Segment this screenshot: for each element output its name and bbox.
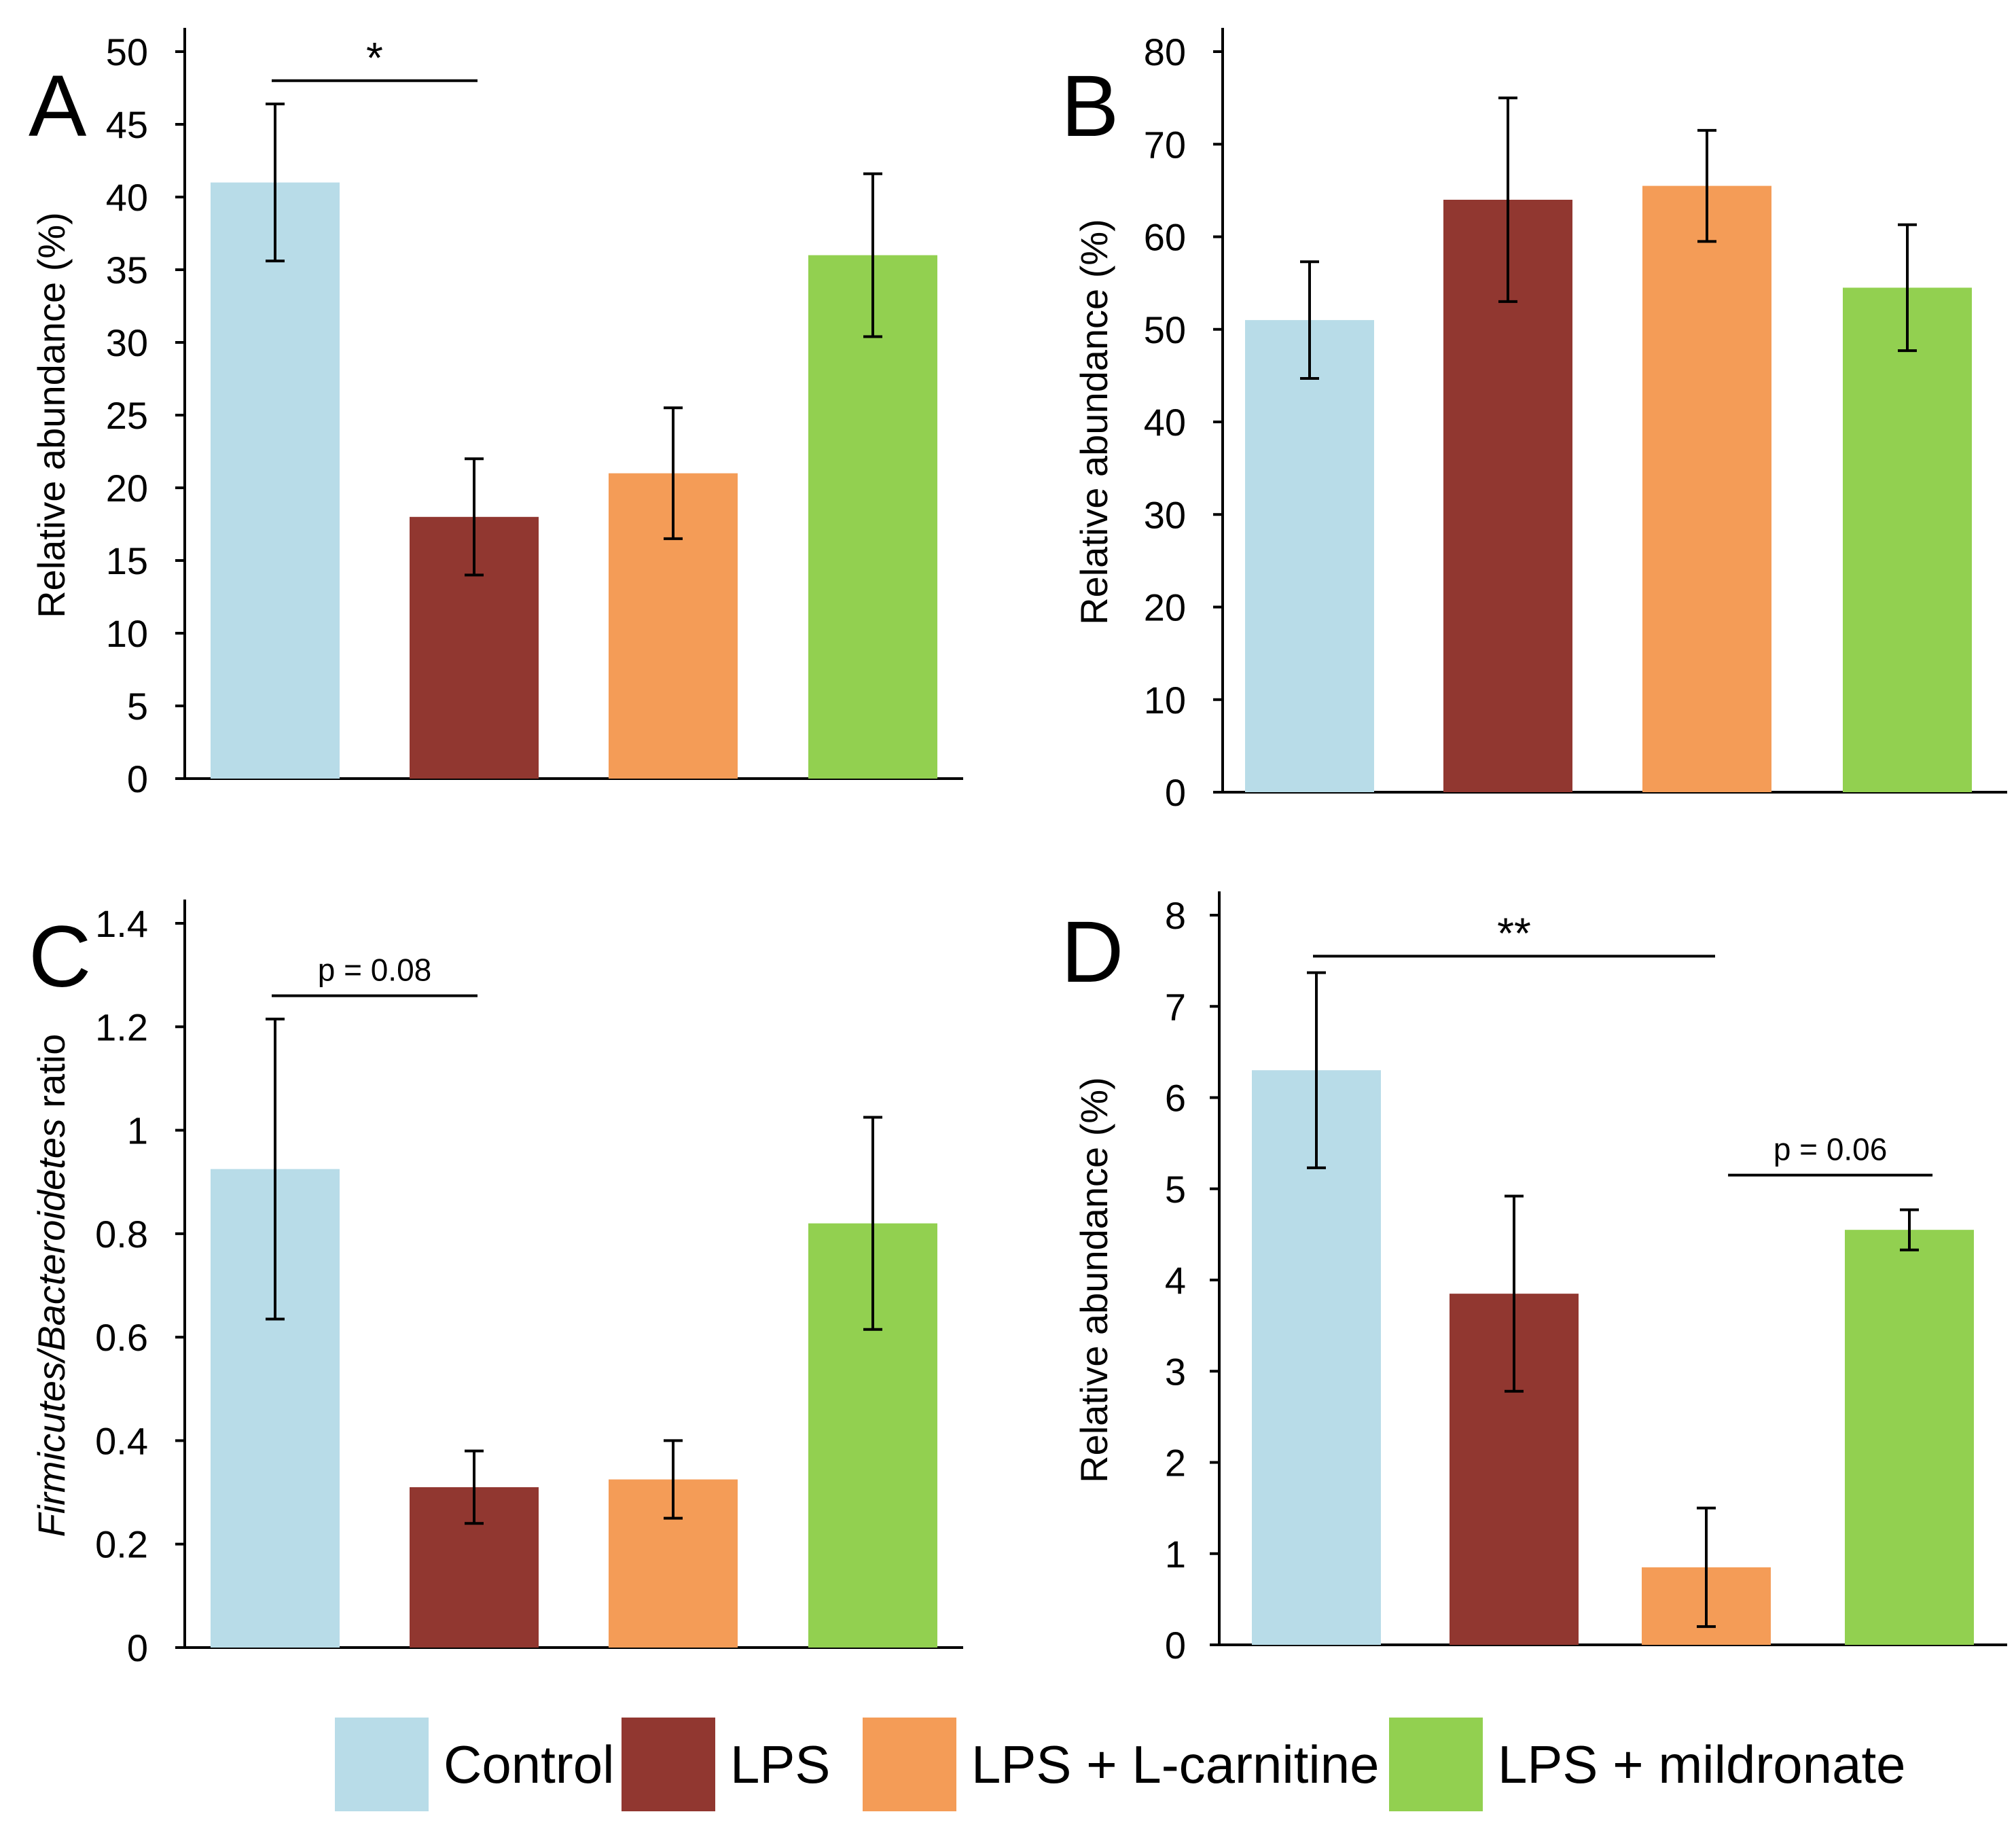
y-tick-label: 2 xyxy=(1165,1442,1186,1485)
panel-letter: C xyxy=(29,908,91,1006)
y-tick-label: 60 xyxy=(1144,216,1186,259)
y-tick-label: 1.2 xyxy=(95,1006,148,1048)
y-tick-label: 0.2 xyxy=(95,1523,148,1566)
y-tick-label: 7 xyxy=(1165,985,1186,1028)
y-tick-label: 30 xyxy=(106,321,148,364)
legend-swatch-1 xyxy=(335,1718,429,1811)
y-tick-label: 0 xyxy=(1165,1624,1186,1667)
panel-a: 0 5 10 15 20 25 30 35 40 45 50 Relative abundance (… xyxy=(29,28,963,800)
y-tick-label: 1.4 xyxy=(95,902,148,945)
y-axis-label-italic: Firmicutes/Bacteroidetes xyxy=(30,1118,73,1537)
y-tick-label: 20 xyxy=(106,467,148,510)
y-tick-label: 4 xyxy=(1165,1259,1186,1302)
y-tick-label: 10 xyxy=(1144,679,1186,722)
y-tick-label: 50 xyxy=(1144,308,1186,351)
y-tick-label: 5 xyxy=(1165,1168,1186,1211)
bar-1 xyxy=(211,182,340,779)
y-tick-label: 8 xyxy=(1165,894,1186,937)
panel-letter: B xyxy=(1061,58,1119,155)
legend-swatch-3 xyxy=(863,1718,956,1811)
legend-label-2: LPS xyxy=(730,1735,830,1794)
legend-swatch-2 xyxy=(622,1718,715,1811)
y-tick-label: 1 xyxy=(127,1109,148,1152)
y-tick-label: 5 xyxy=(127,685,148,728)
y-tick-label: 0.8 xyxy=(95,1213,148,1256)
y-tick-label: 1 xyxy=(1165,1533,1186,1576)
y-tick-label: 50 xyxy=(106,31,148,73)
y-tick-label: 45 xyxy=(106,103,148,146)
y-axis-label: Firmicutes/Bacteroidetes ratio xyxy=(30,1034,73,1537)
significance-label: p = 0.06 xyxy=(1774,1132,1888,1167)
y-tick-label: 30 xyxy=(1144,493,1186,536)
legend-label-4: LPS + mildronate xyxy=(1498,1735,1906,1794)
y-tick-label: 6 xyxy=(1165,1077,1186,1120)
y-tick-label: 20 xyxy=(1144,586,1186,629)
legend-swatch-4 xyxy=(1389,1718,1483,1811)
panel-c: 0 0.2 0.4 0.6 0.8 1 1.2 1.4 Firmicutes/Bacteroid… xyxy=(29,900,963,1669)
y-tick-label: 40 xyxy=(106,176,148,219)
y-axis-label: Relative abundance (%) xyxy=(30,212,73,618)
bar-4 xyxy=(808,255,937,779)
bar-1 xyxy=(1245,320,1374,792)
legend-label-3: LPS + L-carnitine xyxy=(971,1735,1380,1794)
legend: Control LPS LPS + L-carnitine LPS + mildron… xyxy=(335,1718,1906,1811)
y-tick-label: 25 xyxy=(106,394,148,437)
significance-label: * xyxy=(366,33,383,82)
bar-4 xyxy=(1845,1230,1974,1645)
bar-3 xyxy=(1642,185,1771,792)
y-tick-label: 0 xyxy=(127,1626,148,1669)
legend-label-1: Control xyxy=(444,1735,614,1794)
panel-letter: A xyxy=(29,58,87,155)
significance-label: ** xyxy=(1497,908,1531,957)
y-tick-label: 0 xyxy=(127,758,148,800)
y-tick-label: 3 xyxy=(1165,1350,1186,1393)
bar-4 xyxy=(1843,287,1972,792)
y-axis-label: Relative abundance (%) xyxy=(1073,219,1115,625)
panel-d: 0 1 2 3 4 5 6 7 8 Relative abundance (%) D ** p = 0.… xyxy=(1061,891,2007,1667)
y-tick-label: 10 xyxy=(106,612,148,655)
y-tick-label: 0 xyxy=(1165,771,1186,814)
panel-letter: D xyxy=(1061,904,1123,1001)
y-tick-label: 0.4 xyxy=(95,1419,148,1462)
panel-b: 0 10 20 30 40 50 60 70 80 Relative abundance (%) B xyxy=(1061,28,2007,814)
y-tick-label: 70 xyxy=(1144,123,1186,166)
y-tick-label: 15 xyxy=(106,539,148,582)
y-tick-label: 80 xyxy=(1144,31,1186,73)
y-tick-label: 0.6 xyxy=(95,1316,148,1359)
y-axis-label: Relative abundance (%) xyxy=(1073,1077,1115,1483)
y-tick-label: 35 xyxy=(106,249,148,291)
significance-label: p = 0.08 xyxy=(318,953,432,988)
y-axis-label-rest: ratio xyxy=(30,1034,73,1119)
y-tick-label: 40 xyxy=(1144,401,1186,444)
